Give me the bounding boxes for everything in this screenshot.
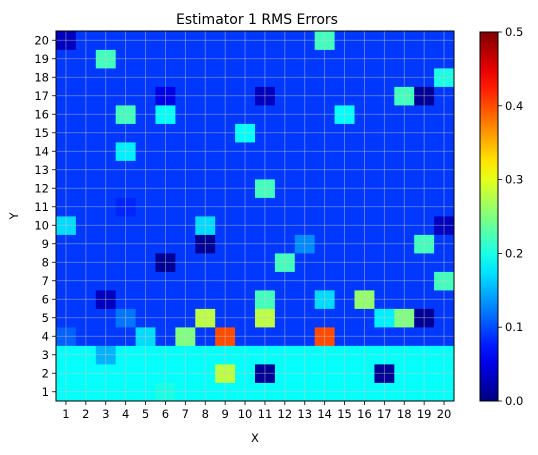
x-tick-label: 20 — [437, 407, 452, 421]
y-tick-label: 2 — [42, 366, 49, 380]
x-tick-label: 11 — [258, 407, 273, 421]
chart-title: Estimator 1 RMS Errors — [176, 12, 338, 28]
x-tick-label: 18 — [397, 407, 412, 421]
x-tick-label: 8 — [202, 407, 209, 421]
grid-lines — [56, 31, 454, 401]
colorbar-ticks: 0.0 0.1 0.2 0.3 0.4 0.5 — [498, 25, 523, 408]
x-tick-label: 4 — [122, 407, 129, 421]
x-axis-label: X — [251, 431, 259, 445]
y-tick-label: 10 — [34, 218, 49, 232]
y-tick-label: 5 — [42, 311, 49, 325]
y-tick-label: 3 — [42, 348, 49, 362]
y-tick-label: 7 — [42, 274, 49, 288]
y-tick-label: 19 — [34, 52, 49, 66]
x-tick-label: 5 — [142, 407, 149, 421]
x-tick-label: 13 — [297, 407, 312, 421]
colorbar-tick-label: 0.0 — [505, 394, 523, 408]
x-axis-ticks: 1 2 3 4 5 6 7 8 9 10 11 12 13 14 15 16 17 18 19 20 — [62, 401, 451, 421]
colorbar-tick-label: 0.3 — [505, 173, 523, 187]
plot-frame — [55, 30, 455, 402]
colorbar-tick-label: 0.1 — [505, 320, 523, 334]
x-tick-label: 14 — [317, 407, 332, 421]
colorbar-tick-label: 0.2 — [505, 246, 523, 260]
x-tick-label: 9 — [221, 407, 228, 421]
x-tick-label: 10 — [238, 407, 253, 421]
y-tick-label: 16 — [34, 107, 49, 121]
x-tick-label: 7 — [182, 407, 189, 421]
y-tick-label: 8 — [42, 255, 49, 269]
colorbar-tick-label: 0.5 — [505, 25, 523, 39]
y-tick-label: 1 — [42, 385, 49, 399]
y-tick-label: 20 — [34, 33, 49, 47]
y-tick-label: 17 — [34, 89, 49, 103]
x-tick-label: 3 — [102, 407, 109, 421]
y-tick-label: 15 — [34, 126, 49, 140]
y-tick-label: 13 — [34, 163, 49, 177]
y-tick-label: 11 — [34, 200, 49, 214]
y-tick-label: 18 — [34, 70, 49, 84]
x-tick-label: 2 — [82, 407, 89, 421]
x-tick-label: 6 — [162, 407, 169, 421]
x-tick-label: 16 — [357, 407, 372, 421]
y-tick-label: 6 — [42, 292, 49, 306]
y-tick-label: 9 — [42, 237, 49, 251]
y-tick-label: 12 — [34, 181, 49, 195]
y-tick-label: 14 — [34, 144, 49, 158]
x-tick-label: 19 — [417, 407, 432, 421]
x-tick-label: 12 — [278, 407, 293, 421]
x-tick-label: 15 — [337, 407, 352, 421]
colorbar-tick-label: 0.4 — [505, 99, 523, 113]
x-tick-label: 17 — [377, 407, 392, 421]
y-tick-label: 4 — [42, 329, 49, 343]
colorbar — [479, 31, 499, 402]
y-axis-label: Y — [7, 212, 21, 221]
heatmap-cells — [56, 31, 455, 402]
x-tick-label: 1 — [62, 407, 69, 421]
